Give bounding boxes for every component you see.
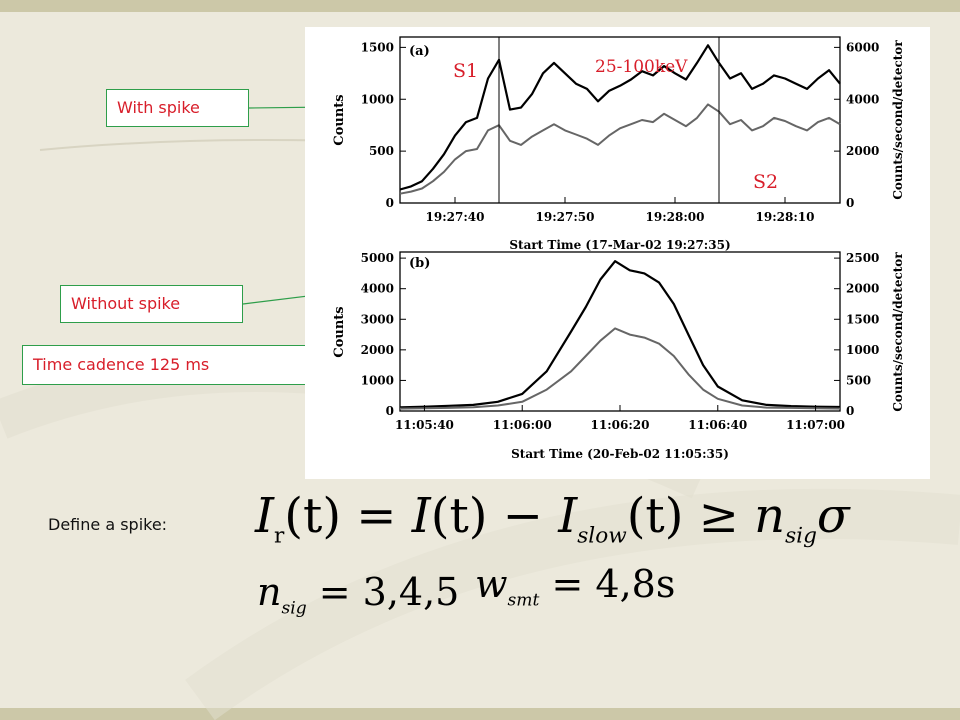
panel-a-series xyxy=(399,44,841,195)
b-ytick-label-4: 4000 xyxy=(361,282,394,296)
panel-b-y-ticks: 0 1000 2000 3000 4000 5000 xyxy=(361,251,406,418)
panel-a-x-ticks: 19:27:40 19:27:50 19:28:00 19:28:10 xyxy=(426,197,815,224)
a-xtick-label-0: 19:27:40 xyxy=(426,210,485,224)
a-ytick-label-0: 0 xyxy=(386,196,394,210)
b-ytick-label-5: 5000 xyxy=(361,251,394,265)
panel-b-label: (b) xyxy=(409,256,430,271)
a-ytick-right-label-1: 2000 xyxy=(846,144,879,158)
b-series-line-0 xyxy=(399,260,841,409)
b-ytick-right-label-0: 0 xyxy=(846,404,854,418)
a-series-line-1 xyxy=(399,103,841,195)
b-ytick-label-1: 1000 xyxy=(361,373,394,387)
b-xtick-label-2: 11:06:20 xyxy=(591,418,650,432)
a-ytick-right-label-0: 0 xyxy=(846,196,854,210)
b-xtick-label-0: 11:05:40 xyxy=(395,418,454,432)
b-ytick-right-label-3: 1500 xyxy=(846,312,879,326)
panel-b: 0 1000 2000 3000 4000 5000 0 500 1000 1500 2000 25… xyxy=(332,251,905,461)
panel-b-ylabel: Counts xyxy=(332,306,347,357)
nsig-values-formula: nsig = 3,4,5 xyxy=(257,570,460,619)
without-spike-callout: Without spike xyxy=(60,285,243,323)
panel-b-series xyxy=(399,260,841,410)
panel-a-xlabel: Start Time (17-Mar-02 19:27:35) xyxy=(509,238,730,252)
b-ytick-right-label-2: 1000 xyxy=(846,343,879,357)
b-ytick-right-label-5: 2500 xyxy=(846,251,879,265)
panel-a-band-label: 25-100keV xyxy=(595,57,688,77)
panel-a-s1-label: S1 xyxy=(453,60,478,82)
a-ytick-right-label-2: 4000 xyxy=(846,92,879,106)
a-ytick-label-3: 1500 xyxy=(361,40,394,54)
panel-a-y-ticks: 0 500 1000 1500 xyxy=(361,40,406,210)
b-ytick-label-3: 3000 xyxy=(361,312,394,326)
a-ytick-label-1: 500 xyxy=(369,144,394,158)
panel-a-label: (a) xyxy=(409,44,430,59)
time-cadence-callout: Time cadence 125 ms xyxy=(22,345,311,385)
define-spike-label: Define a spike: xyxy=(48,515,168,534)
panel-a-ylabel: Counts xyxy=(332,94,347,145)
a-series-line-0 xyxy=(399,44,841,191)
panel-a-s2-label: S2 xyxy=(753,171,778,193)
panel-a-ylabel-right: Counts/second/detector xyxy=(891,40,905,200)
panel-b-ylabel-right: Counts/second/detector xyxy=(891,252,905,412)
a-xtick-label-1: 19:27:50 xyxy=(536,210,595,224)
bottom-decor-bar xyxy=(0,708,960,720)
a-xtick-label-2: 19:28:00 xyxy=(646,210,705,224)
with-spike-callout: With spike xyxy=(106,89,249,127)
b-ytick-right-label-1: 500 xyxy=(846,373,871,387)
a-ytick-label-2: 1000 xyxy=(361,92,394,106)
a-ytick-right-label-3: 6000 xyxy=(846,40,879,54)
spike-definition-formula: Ir(t) = I(t) − Islow(t) ≥ nsigσ xyxy=(255,488,850,549)
b-ytick-label-0: 0 xyxy=(386,404,394,418)
top-decor-bar xyxy=(0,0,960,12)
wsmt-values-formula: wsmt = 4,8s xyxy=(475,562,676,611)
b-xtick-label-1: 11:06:00 xyxy=(493,418,552,432)
panel-b-y-ticks-right: 0 500 1000 1500 2000 2500 xyxy=(834,251,879,418)
b-ytick-right-label-4: 2000 xyxy=(846,282,879,296)
b-xtick-label-3: 11:06:40 xyxy=(688,418,747,432)
b-ytick-label-2: 2000 xyxy=(361,343,394,357)
panel-b-xlabel: Start Time (20-Feb-02 11:05:35) xyxy=(511,447,729,461)
a-xtick-label-3: 19:28:10 xyxy=(756,210,815,224)
b-series-line-1 xyxy=(399,327,841,410)
panel-a-frame xyxy=(399,36,841,204)
panel-a-markers xyxy=(498,37,720,203)
b-xtick-label-4: 11:07:00 xyxy=(786,418,845,432)
figure-panel: 0 500 1000 1500 0 2000 4000 6000 19:27:40 19:27… xyxy=(305,27,930,479)
panel-b-x-ticks: 11:05:40 11:06:00 11:06:20 11:06:40 11:07:00 xyxy=(395,405,845,432)
panel-a-y-ticks-right: 0 2000 4000 6000 xyxy=(834,40,879,210)
